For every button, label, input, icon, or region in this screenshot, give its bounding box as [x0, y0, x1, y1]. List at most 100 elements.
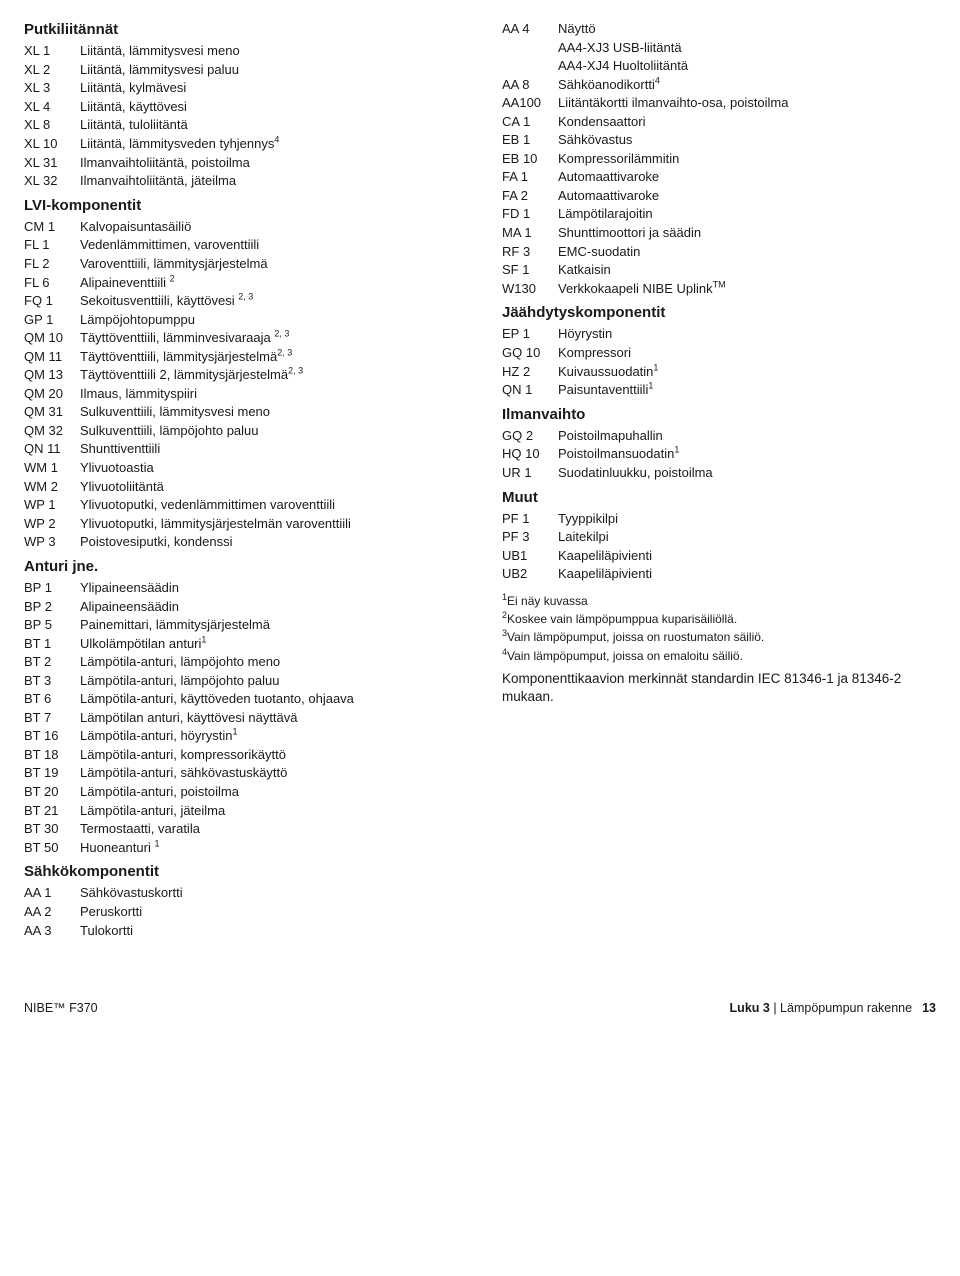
component-desc: AA4-XJ3 USB-liitäntä	[558, 39, 936, 57]
section-title: Anturi jne.	[24, 557, 474, 577]
left-column: PutkiliitännätXL 1Liitäntä, lämmitysvesi…	[24, 20, 474, 940]
footnote-ref: 2, 3	[238, 292, 253, 302]
component-row: WM 2Ylivuotoliitäntä	[24, 478, 474, 496]
component-desc: Liitäntä, lämmitysvesi meno	[80, 42, 474, 60]
footnote: 3Vain lämpöpumput, joissa on ruostumaton…	[502, 629, 936, 645]
component-code: BT 21	[24, 802, 80, 820]
component-code: GQ 2	[502, 427, 558, 445]
component-code: BT 16	[24, 727, 80, 745]
component-row: SF 1Katkaisin	[502, 261, 936, 279]
component-desc: Automaattivaroke	[558, 187, 936, 205]
component-row: QN 11Shunttiventtiili	[24, 440, 474, 458]
component-code: WP 2	[24, 515, 80, 533]
component-row: HQ 10Poistoilmansuodatin1	[502, 445, 936, 463]
component-desc: Lämpöjohtopumppu	[80, 311, 474, 329]
component-desc: Lämpötila-anturi, poistoilma	[80, 783, 474, 801]
component-desc: Lämpötila-anturi, höyrystin1	[80, 727, 474, 745]
component-row: WP 2Ylivuotoputki, lämmitysjärjestelmän …	[24, 515, 474, 533]
component-desc: Lämpötilarajoitin	[558, 205, 936, 223]
footnote-ref: 1	[648, 381, 653, 391]
footnote-text: Vain lämpöpumput, joissa on emaloitu säi…	[507, 649, 743, 663]
component-desc: Liitäntä, käyttövesi	[80, 98, 474, 116]
component-code: BT 30	[24, 820, 80, 838]
component-code: EB 10	[502, 150, 558, 168]
component-row: XL 8Liitäntä, tuloliitäntä	[24, 116, 474, 134]
component-row: EP 1Höyrystin	[502, 325, 936, 343]
component-desc: Huoneanturi 1	[80, 839, 474, 857]
component-code: QM 20	[24, 385, 80, 403]
component-desc: Alipaineventtiili 2	[80, 274, 474, 292]
component-code: BT 2	[24, 653, 80, 671]
component-row: XL 4Liitäntä, käyttövesi	[24, 98, 474, 116]
component-code: WP 3	[24, 533, 80, 551]
component-desc: Poistovesiputki, kondenssi	[80, 533, 474, 551]
footnote-text: Vain lämpöpumput, joissa on ruostumaton …	[507, 630, 764, 644]
component-row: BT 6Lämpötila-anturi, käyttöveden tuotan…	[24, 690, 474, 708]
footer-chapter-num: Luku 3	[730, 1001, 774, 1015]
component-row: BT 30Termostaatti, varatila	[24, 820, 474, 838]
component-desc: Täyttöventtiili, lämmitysjärjestelmä2, 3	[80, 348, 474, 366]
component-row: BT 18Lämpötila-anturi, kompressorikäyttö	[24, 746, 474, 764]
component-code: CM 1	[24, 218, 80, 236]
component-desc: Lämpötilan anturi, käyttövesi näyttävä	[80, 709, 474, 727]
component-code: FL 6	[24, 274, 80, 292]
component-row: BT 7Lämpötilan anturi, käyttövesi näyttä…	[24, 709, 474, 727]
component-code: PF 3	[502, 528, 558, 546]
component-code: XL 4	[24, 98, 80, 116]
component-row: BT 50Huoneanturi 1	[24, 839, 474, 857]
component-row: FL 1Vedenlämmittimen, varoventtiili	[24, 236, 474, 254]
component-code: WM 1	[24, 459, 80, 477]
footnote-ref: 2, 3	[277, 347, 292, 357]
component-desc: Sulkuventtiili, lämpöjohto paluu	[80, 422, 474, 440]
component-row: AA100Liitäntäkortti ilmanvaihto-osa, poi…	[502, 94, 936, 112]
component-code: SF 1	[502, 261, 558, 279]
component-desc: Liitäntä, lämmitysveden tyhjennys4	[80, 135, 474, 153]
footnote-ref: 1	[154, 838, 159, 848]
component-desc: Ylivuotoastia	[80, 459, 474, 477]
component-row: UR 1Suodatinluukku, poistoilma	[502, 464, 936, 482]
component-row: BT 19Lämpötila-anturi, sähkövastuskäyttö	[24, 764, 474, 782]
component-desc: Shunttiventtiili	[80, 440, 474, 458]
component-row: FA 1Automaattivaroke	[502, 168, 936, 186]
section-title: Sähkökomponentit	[24, 862, 474, 882]
component-code: AA 4	[502, 20, 558, 38]
component-code: BT 18	[24, 746, 80, 764]
component-desc: Lämpötila-anturi, käyttöveden tuotanto, …	[80, 690, 474, 708]
component-row: GQ 10Kompressori	[502, 344, 936, 362]
component-row: BP 5Painemittari, lämmitysjärjestelmä	[24, 616, 474, 634]
component-desc: Kalvopaisuntasäiliö	[80, 218, 474, 236]
section-title: Ilmanvaihto	[502, 405, 936, 425]
component-row: PF 1Tyyppikilpi	[502, 510, 936, 528]
component-desc: Ilmaus, lämmityspiiri	[80, 385, 474, 403]
footer-chapter-title: Lämpöpumpun rakenne	[780, 1001, 912, 1015]
component-row: QM 10Täyttöventtiili, lämminvesivaraaja …	[24, 329, 474, 347]
component-row: CA 1Kondensaattori	[502, 113, 936, 131]
component-code: QN 11	[24, 440, 80, 458]
footer-chapter: Luku 3 | Lämpöpumpun rakenne13	[730, 1000, 936, 1017]
component-code: FA 1	[502, 168, 558, 186]
component-desc: Kaapeliläpivienti	[558, 565, 936, 583]
footnote: 1Ei näy kuvassa	[502, 593, 936, 609]
component-code: BT 7	[24, 709, 80, 727]
footnote: 4Vain lämpöpumput, joissa on emaloitu sä…	[502, 648, 936, 664]
component-row: W130Verkkokaapeli NIBE UplinkTM	[502, 280, 936, 298]
component-code: CA 1	[502, 113, 558, 131]
component-row: XL 10Liitäntä, lämmitysveden tyhjennys4	[24, 135, 474, 153]
component-code: HZ 2	[502, 363, 558, 381]
component-row: QM 11Täyttöventtiili, lämmitysjärjestelm…	[24, 348, 474, 366]
component-desc: Ilmanvaihtoliitäntä, poistoilma	[80, 154, 474, 172]
component-row: WP 3Poistovesiputki, kondenssi	[24, 533, 474, 551]
component-row: UB1Kaapeliläpivienti	[502, 547, 936, 565]
component-desc: Liitäntä, kylmävesi	[80, 79, 474, 97]
footnote-ref: 4	[274, 135, 279, 145]
component-code: HQ 10	[502, 445, 558, 463]
component-code: QN 1	[502, 381, 558, 399]
component-code: BT 19	[24, 764, 80, 782]
component-desc: Sähkövastuskortti	[80, 884, 474, 902]
component-row: FD 1Lämpötilarajoitin	[502, 205, 936, 223]
component-desc: Sähköanodikortti4	[558, 76, 936, 94]
component-row: QM 13Täyttöventtiili 2, lämmitysjärjeste…	[24, 366, 474, 384]
component-code: XL 10	[24, 135, 80, 153]
section-title: Muut	[502, 488, 936, 508]
component-code: QM 31	[24, 403, 80, 421]
